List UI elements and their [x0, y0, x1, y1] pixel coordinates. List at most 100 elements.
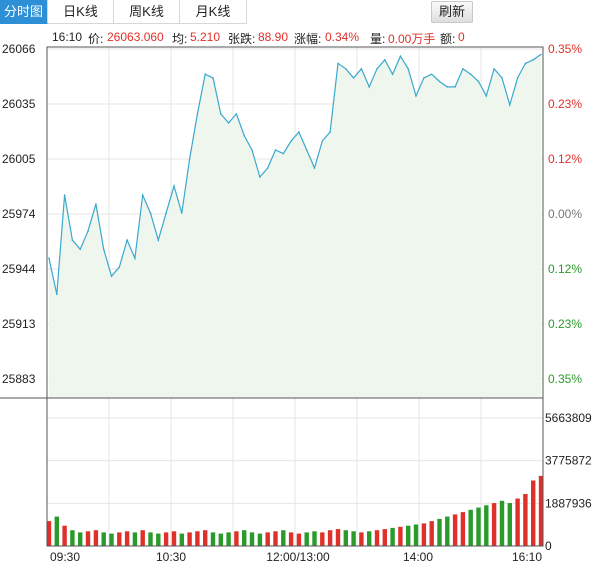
time-tick-label: 10:30 [156, 550, 186, 564]
price-point [337, 62, 339, 65]
volume-bar [281, 530, 286, 546]
volume-bar [249, 532, 255, 546]
volume-bar [523, 494, 528, 546]
price-area-fill [49, 54, 541, 399]
volume-bar [140, 530, 145, 546]
price-point [243, 134, 245, 137]
info-vol: 0.00万手 [388, 32, 436, 46]
volume-bar [93, 530, 99, 546]
price-point [399, 55, 402, 57]
pct-tick-label: 0.12% [548, 152, 582, 166]
volume-bar [195, 531, 200, 546]
price-point [118, 266, 121, 269]
price-point [134, 257, 136, 260]
volume-bar [484, 505, 489, 546]
volume-bar [421, 523, 427, 546]
volume-bar [132, 532, 138, 546]
price-point [469, 73, 472, 75]
volume-bar [54, 516, 59, 546]
price-point [95, 203, 97, 205]
info-price-label: 价: [88, 32, 104, 46]
pct-tick-label: 0.00% [548, 207, 582, 221]
info-vol-label: 量: [370, 32, 386, 46]
tab-weekly-k[interactable]: 周K线 [114, 0, 180, 24]
volume-bar [304, 532, 309, 546]
price-point [149, 212, 152, 214]
volume-bar [452, 514, 458, 546]
volume-bar [445, 516, 450, 546]
volume-bar [367, 531, 372, 546]
volume-bar [538, 475, 544, 546]
price-point [282, 152, 285, 155]
price-point [430, 73, 433, 75]
price-point [48, 257, 50, 260]
time-tick-label: 16:10 [512, 550, 542, 564]
price-point [212, 77, 214, 79]
price-point [501, 77, 503, 79]
price-point [407, 68, 410, 70]
tab-daily-k[interactable]: 日K线 [48, 0, 114, 24]
price-point [454, 86, 456, 88]
price-point [141, 194, 144, 196]
volume-bar [437, 518, 442, 546]
pct-tick-label: 0.12% [548, 262, 582, 276]
volume-bar [468, 509, 473, 546]
volume-bar [390, 527, 395, 546]
volume-bar [148, 532, 153, 546]
volume-bar [257, 533, 263, 546]
volume-bar [70, 530, 75, 546]
time-tick-label: 12:00/13:00 [266, 550, 330, 564]
time-tick-label: 09:30 [50, 550, 80, 564]
price-point [56, 293, 58, 296]
price-point [227, 122, 230, 124]
price-point [391, 73, 394, 75]
info-pct: 0.34% [325, 30, 360, 44]
volume-bar [46, 521, 52, 546]
price-point [516, 77, 519, 79]
info-price: 26063.060 [107, 30, 164, 44]
price-point [532, 59, 534, 61]
volume-bar [85, 531, 91, 546]
price-point [329, 131, 331, 133]
price-point [102, 248, 105, 250]
volume-bar [242, 530, 247, 546]
volume-bar [507, 503, 512, 546]
volume-bar [210, 532, 216, 546]
price-point [298, 131, 300, 133]
refresh-button[interactable]: 刷新 [431, 1, 473, 23]
volume-bar [171, 531, 177, 546]
price-point [321, 140, 324, 142]
price-tick-label: 25974 [2, 207, 36, 221]
price-point [181, 212, 183, 214]
price-tick-label: 25913 [2, 317, 36, 331]
price-line [48, 53, 542, 295]
volume-bar [320, 532, 325, 546]
volume-bar [312, 531, 317, 546]
price-point [485, 95, 488, 97]
pct-tick-label: 0.35% [548, 372, 582, 386]
price-point [71, 239, 74, 241]
tab-bar: 分时图 日K线 周K线 月K线 刷新 [0, 0, 600, 24]
price-point [259, 176, 261, 178]
volume-bar [429, 521, 434, 546]
price-point [188, 158, 191, 160]
price-point [251, 149, 253, 151]
info-amount-label: 额: [440, 32, 456, 46]
price-point [204, 73, 206, 75]
volume-bar [288, 532, 294, 546]
tab-intraday[interactable]: 分时图 [0, 0, 48, 24]
volume-bar [273, 531, 278, 546]
volume-bar [398, 526, 403, 546]
volume-bar [499, 500, 505, 546]
tab-monthly-k[interactable]: 月K线 [180, 0, 247, 24]
volume-bar [515, 498, 520, 546]
volume-bar [335, 529, 341, 546]
price-point [446, 86, 449, 88]
volume-bar [406, 525, 411, 546]
volume-bar [359, 532, 364, 546]
price-point [157, 239, 160, 241]
price-point [423, 77, 425, 79]
price-point [79, 248, 81, 250]
price-point [376, 68, 378, 70]
price-tick-label: 25944 [2, 262, 36, 276]
